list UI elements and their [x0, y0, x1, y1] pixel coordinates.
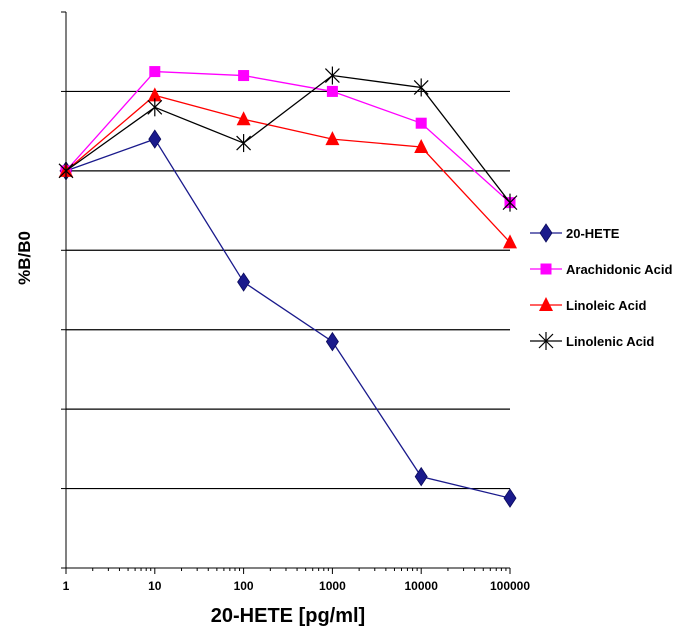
legend: 20-HETE Arachidonic Acid Linoleic Acid Lino…	[530, 223, 672, 350]
legend-marker	[540, 263, 552, 275]
data-point	[326, 85, 338, 97]
x-tick-label: 100	[234, 579, 254, 593]
x-tick-label: 100000	[490, 579, 530, 593]
legend-label: Arachidonic Acid	[566, 262, 672, 277]
data-point	[415, 117, 427, 129]
series-line	[65, 74, 511, 204]
legend-item: Linolenic Acid	[530, 332, 654, 350]
data-point	[414, 466, 428, 487]
data-point	[325, 131, 340, 146]
series-group	[58, 66, 518, 508]
series-line	[65, 138, 511, 499]
legend-item: Arachidonic Acid	[530, 262, 672, 277]
data-point	[237, 272, 251, 292]
data-point	[238, 70, 250, 82]
data-point	[414, 139, 429, 154]
y-ticks	[61, 11, 66, 569]
data-point	[502, 193, 518, 212]
legend-marker	[539, 223, 553, 243]
axes	[65, 12, 510, 569]
data-point	[325, 331, 339, 352]
x-tick-label: 10000	[405, 579, 439, 593]
series-arachidonic-acid	[60, 66, 516, 209]
legend-marker	[539, 297, 553, 311]
data-point	[503, 488, 517, 508]
data-point	[324, 66, 340, 85]
data-point	[413, 78, 429, 97]
data-point	[503, 234, 517, 249]
legend-label: 20-HETE	[566, 226, 620, 241]
series-line	[65, 94, 511, 243]
legend-item: Linoleic Acid	[530, 297, 646, 313]
gridlines	[66, 90, 510, 490]
data-point	[236, 134, 252, 153]
data-point	[236, 111, 251, 126]
series-line	[65, 70, 511, 204]
data-point	[58, 161, 74, 180]
x-tick-label: 1000	[319, 579, 346, 593]
legend-item: 20-HETE	[530, 223, 620, 243]
legend-marker	[538, 332, 554, 350]
legend-label: Linoleic Acid	[566, 298, 646, 313]
series-linoleic-acid	[59, 87, 517, 249]
legend-label: Linolenic Acid	[566, 334, 654, 349]
data-point	[148, 129, 162, 149]
x-tick-labels: 1 10 100 1000 10000 100000	[63, 579, 531, 593]
series-20-hete	[59, 129, 517, 508]
x-tick-label: 10	[148, 579, 162, 593]
x-tick-label: 1	[63, 579, 70, 593]
data-point	[147, 87, 162, 102]
data-point	[147, 98, 163, 117]
series-linolenic-acid	[58, 66, 518, 212]
data-point	[149, 66, 161, 78]
x-axis-title: 20-HETE [pg/ml]	[211, 605, 365, 627]
x-ticks	[65, 568, 511, 574]
y-axis-title: %B/B0	[15, 231, 34, 285]
